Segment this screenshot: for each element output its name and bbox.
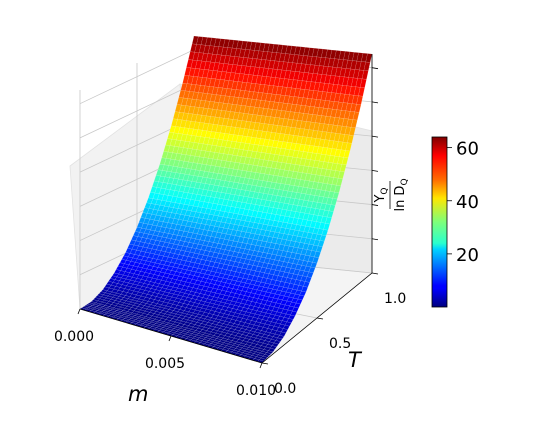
colorbar (431, 136, 448, 308)
surface-cell (271, 342, 279, 347)
surface-cell (258, 357, 266, 362)
colorbar-tick-label: 20 (456, 245, 479, 266)
y-tick-labels: 0.0 0.5 1.0 (261, 272, 406, 397)
surface-cell (334, 185, 342, 194)
x-tick-labels: 0.000 0.005 0.010 (54, 308, 276, 399)
surface-mesh (79, 35, 373, 364)
surface-cell (270, 345, 277, 350)
svg-text:ln DQ: ln DQ (393, 178, 410, 211)
y-tick-mark (316, 317, 324, 320)
x-tick-mark (259, 362, 263, 369)
y-tick-label: 0.5 (329, 336, 351, 352)
x-tick-mark (77, 308, 81, 315)
surface-cell (356, 95, 364, 105)
surface-cell (260, 355, 268, 360)
z-tick-mark (371, 135, 379, 138)
x-tick-label: 0.005 (145, 356, 185, 372)
colorbar-tick-label: 60 (456, 139, 479, 160)
surface-cell (323, 223, 331, 231)
colorbar-ticks: 20 40 60 (447, 139, 479, 266)
surface-cell (358, 87, 365, 97)
surface-cell (361, 70, 369, 80)
surface-cell (303, 281, 310, 288)
y-tick-mark (261, 362, 269, 365)
surface-cell (336, 178, 343, 187)
surface-cell (328, 204, 336, 212)
x-tick-label: 0.010 (236, 383, 276, 399)
surface-cell (345, 142, 353, 152)
surface-cell (319, 234, 327, 242)
surface-cell (363, 61, 371, 72)
svg-text:YQ: YQ (373, 187, 390, 203)
surface-cell (317, 240, 325, 247)
colorbar-tick-label: 40 (456, 192, 479, 213)
z-tick-mark (371, 101, 379, 104)
y-tick-label: 0.0 (274, 381, 296, 397)
y-tick-label: 1.0 (384, 291, 406, 307)
z-tick-mark (371, 67, 379, 70)
surface-cell (281, 328, 288, 334)
x-tick-mark (168, 335, 172, 342)
x-tick-label: 0.000 (54, 329, 94, 345)
surface-cell (347, 134, 354, 144)
surface-cell (314, 251, 321, 258)
z-tick-mark (371, 238, 379, 241)
x-axis-label: m (128, 382, 148, 406)
z-axis-label: YQ ln DQ (373, 178, 410, 211)
surface-cell (293, 302, 301, 309)
surface-cell (352, 111, 360, 121)
z-tick-marks (371, 67, 379, 241)
surface-cell (279, 331, 287, 337)
surface-cell (290, 310, 298, 317)
z-tick-mark (371, 204, 379, 206)
surface-cell (282, 325, 290, 330)
y-axis-label: T (348, 348, 363, 372)
surface-cell (275, 337, 283, 342)
y-tick-mark (371, 272, 379, 275)
surface-cell (292, 306, 299, 313)
z-tick-mark (371, 169, 379, 172)
